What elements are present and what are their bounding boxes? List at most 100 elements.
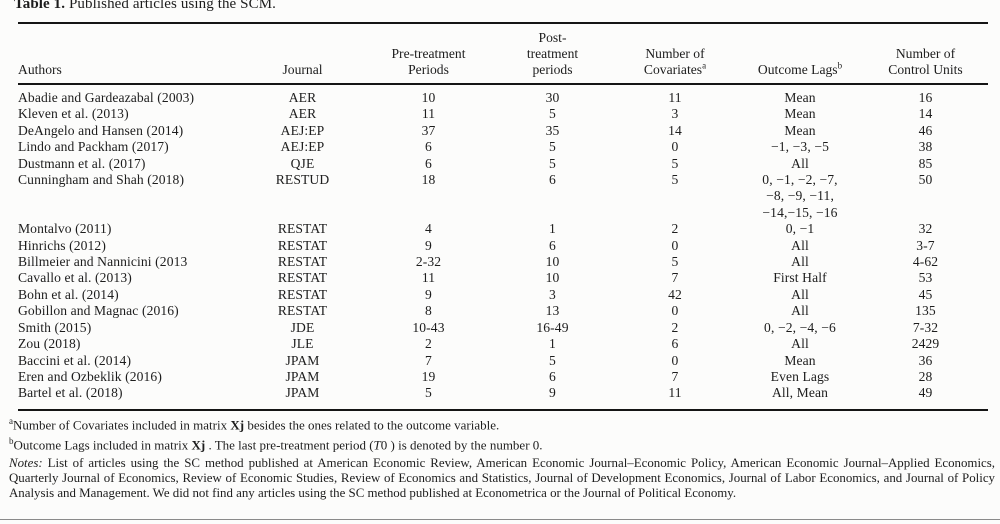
table-row: Billmeier and Nannicini (2013 RESTAT 2-3… — [18, 254, 988, 270]
published-articles-table: Authors Journal Pre-treatment Periods Po… — [18, 22, 988, 411]
cell-post-treatment: 16-49 — [536, 319, 569, 335]
cell-journal: RESTAT — [277, 254, 328, 270]
footnote-b-text: Outcome Lags included in matrix — [13, 437, 192, 453]
cell-pre-treatment: 10 — [421, 90, 436, 105]
cell-covariates: 0 — [671, 139, 679, 155]
table-row: Montalvo (2011) RESTAT 4 1 2 0, −1 32 — [18, 221, 988, 237]
cell-covariates: 42 — [668, 286, 682, 302]
cell-outcome-lags: Mean — [784, 106, 816, 122]
cell-covariates: 14 — [668, 122, 682, 138]
cell-post-treatment: 5 — [549, 155, 556, 171]
cell-covariates: 5 — [671, 254, 679, 270]
cell-outcome-lags: 0, −1, −2, −7, −8, −9, −11, −14,−15, −16 — [762, 172, 838, 220]
table-row: Kleven et al. (2013) AER 11 5 3 Mean 14 — [18, 106, 988, 122]
cell-outcome-lags: 0, −1 — [785, 221, 815, 237]
cell-authors: Cavallo et al. (2013) — [18, 270, 132, 286]
cell-covariates: 6 — [671, 336, 679, 352]
cell-journal: RESTAT — [277, 286, 328, 302]
cell-pre-treatment: 19 — [421, 368, 436, 384]
footnote-a: aNumber of Covariates included in matrix… — [9, 413, 995, 433]
cell-post-treatment: 3 — [549, 286, 556, 302]
cell-journal: RESTUD — [275, 172, 330, 188]
cell-pre-treatment: 6 — [425, 139, 432, 155]
cell-authors: Lindo and Packham (2017) — [18, 139, 169, 155]
header-post-treatment: Post- treatment periods — [492, 23, 613, 85]
cell-pre-treatment: 5 — [365, 385, 492, 411]
cell-outcome-lags: All — [791, 286, 809, 302]
cell-control-units: 4-62 — [912, 254, 939, 270]
cell-journal: QJE — [290, 155, 315, 171]
cell-post-treatment: 35 — [545, 122, 560, 138]
header-authors: Authors — [18, 23, 240, 85]
cell-authors: Gobillon and Magnac (2016) — [18, 303, 179, 319]
table-body: Abadie and Gardeazabal (2003) AER 10 30 … — [18, 84, 988, 411]
cell-covariates: 3 — [671, 106, 679, 122]
footnote-a-text-end: besides the ones related to the outcome … — [244, 417, 500, 433]
bottom-rule — [0, 519, 1000, 520]
cell-post-treatment: 9 — [492, 385, 613, 411]
table-row: Bohn et al. (2014) RESTAT 9 3 42 All 45 — [18, 287, 988, 303]
cell-covariates: 11 — [668, 90, 682, 105]
cell-control-units: 14 — [918, 106, 933, 122]
cell-journal: AEJ:EP — [280, 122, 325, 138]
table-caption: Table 1. Published articles using the SC… — [14, 0, 276, 13]
cell-control-units: 36 — [918, 352, 933, 368]
cell-outcome-lags: Even Lags — [770, 368, 830, 384]
cell-control-units: 38 — [918, 139, 933, 155]
footnote-b-t0: T — [373, 437, 381, 453]
footnote-b-text-mid: . The last pre-treatment period ( — [205, 437, 374, 453]
cell-pre-treatment: 2 — [425, 336, 432, 352]
cell-post-treatment: 6 — [549, 237, 556, 253]
cell-post-treatment: 13 — [545, 303, 560, 319]
cell-authors: Smith (2015) — [18, 319, 92, 335]
cell-authors: Abadie and Gardeazabal (2003) — [18, 90, 195, 105]
cell-pre-treatment: 11 — [421, 106, 436, 122]
cell-outcome-lags: First Half — [773, 270, 827, 286]
cell-journal: RESTAT — [277, 270, 328, 286]
cell-pre-treatment: 8 — [425, 303, 432, 319]
cell-pre-treatment: 7 — [425, 352, 432, 368]
cell-journal: RESTAT — [277, 221, 328, 237]
table-row: Cunningham and Shah (2018) RESTUD 18 6 5… — [18, 172, 988, 221]
cell-post-treatment: 10 — [545, 270, 560, 286]
cell-control-units: 32 — [918, 221, 933, 237]
cell-control-units: 50 — [918, 172, 933, 188]
cell-pre-treatment: 9 — [425, 286, 432, 302]
header-control-units: Number of Control Units — [863, 23, 988, 85]
cell-pre-treatment: 4 — [425, 221, 432, 237]
table-row: DeAngelo and Hansen (2014) AEJ:EP 37 35 … — [18, 123, 988, 139]
table-row: Baccini et al. (2014) JPAM 7 5 0 Mean 36 — [18, 353, 988, 369]
cell-authors: Bartel et al. (2018) — [18, 385, 240, 411]
footnote-a-text: Number of Covariates included in matrix — [13, 417, 231, 433]
cell-post-treatment: 5 — [549, 352, 556, 368]
cell-outcome-lags: All — [791, 155, 809, 171]
table-row: Zou (2018) JLE 2 1 6 All 2429 — [18, 336, 988, 352]
cell-covariates: 7 — [671, 270, 679, 286]
table-caption-number: Table 1. — [14, 0, 66, 12]
cell-outcome-lags: 0, −2, −4, −6 — [764, 319, 836, 335]
cell-journal: RESTAT — [277, 303, 328, 319]
cell-post-treatment: 5 — [549, 106, 556, 122]
footnote-a-matrix: Xj — [230, 417, 245, 433]
header-outcome-lags-label: Outcome Lags — [757, 62, 838, 77]
cell-journal: AEJ:EP — [280, 139, 325, 155]
cell-covariates: 11 — [613, 385, 737, 411]
header-covariates-label: Number of Covariates — [643, 46, 705, 77]
table-caption-text: Published articles using the SCM. — [65, 0, 277, 12]
cell-outcome-lags: All — [791, 303, 809, 319]
table-row: Bartel et al. (2018) JPAM 5 9 11 All, Me… — [18, 385, 988, 411]
cell-covariates: 5 — [671, 155, 679, 171]
cell-outcome-lags: All, Mean — [737, 385, 863, 411]
cell-control-units: 2429 — [911, 336, 940, 352]
table-row: Lindo and Packham (2017) AEJ:EP 6 5 0 −1… — [18, 139, 988, 155]
notes-label: Notes: — [9, 455, 43, 470]
cell-post-treatment: 10 — [545, 254, 560, 270]
cell-control-units: 28 — [918, 368, 933, 384]
cell-authors: Bohn et al. (2014) — [18, 286, 119, 302]
cell-journal: JPAM — [240, 385, 365, 411]
header-journal: Journal — [240, 23, 365, 85]
table-row: Smith (2015) JDE 10-43 16-49 2 0, −2, −4… — [18, 320, 988, 336]
cell-covariates: 0 — [671, 352, 679, 368]
notes-text: List of articles using the SC method pub… — [9, 455, 995, 501]
header-covariates: Number of Covariatesa — [613, 23, 737, 85]
